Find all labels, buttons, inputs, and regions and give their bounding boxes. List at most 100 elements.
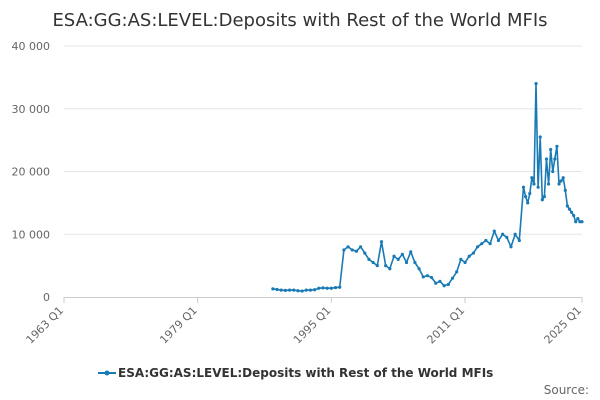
data-point	[563, 188, 567, 192]
data-point	[574, 220, 578, 224]
data-point	[367, 257, 371, 261]
legend[interactable]: ESA:GG:AS:LEVEL:Deposits with Rest of th…	[98, 366, 493, 380]
data-point	[279, 288, 283, 292]
data-point	[475, 245, 480, 249]
data-point	[538, 135, 542, 139]
source-label[interactable]: Source:	[544, 383, 589, 397]
data-point	[333, 285, 338, 290]
data-point	[534, 82, 538, 86]
data-point	[561, 176, 565, 180]
data-point	[283, 288, 288, 293]
data-point	[287, 288, 292, 292]
data-point	[392, 254, 396, 258]
data-point	[354, 249, 359, 253]
data-point	[551, 169, 555, 174]
data-point	[459, 257, 463, 261]
legend-label: ESA:GG:AS:LEVEL:Deposits with Rest of th…	[118, 366, 493, 380]
data-point	[442, 284, 446, 288]
data-point	[308, 288, 313, 292]
data-point	[350, 248, 354, 252]
data-point	[317, 286, 321, 290]
data-point	[480, 242, 484, 246]
data-point	[501, 232, 505, 236]
data-point	[467, 254, 471, 258]
data-point	[526, 201, 530, 205]
data-point	[271, 287, 275, 291]
data-point	[363, 251, 367, 255]
data-point	[321, 286, 325, 290]
y-tick-label: 10 000	[12, 228, 51, 241]
data-point	[557, 182, 561, 186]
y-tick-label: 0	[43, 291, 50, 304]
data-point	[275, 287, 279, 292]
data-point	[542, 195, 547, 199]
data-point	[409, 250, 413, 254]
data-point	[396, 257, 400, 261]
data-point	[549, 147, 553, 152]
data-point	[517, 238, 521, 243]
x-axis: 1963 Q1 1979 Q1 1995 Q1 2011 Q1 2025 Q1	[24, 297, 585, 347]
data-point	[404, 260, 409, 265]
data-point	[313, 288, 317, 292]
data-point	[567, 207, 572, 211]
data-point	[425, 274, 430, 278]
data-point	[540, 198, 544, 202]
data-point	[346, 245, 350, 249]
data-point	[338, 285, 342, 289]
data-point	[375, 264, 379, 268]
y-tick-label: 30 000	[12, 103, 51, 116]
data-point	[417, 267, 421, 271]
data-point	[434, 281, 438, 285]
data-point	[513, 232, 517, 236]
x-tick-label: 1979 Q1	[157, 304, 200, 347]
data-point	[300, 289, 304, 293]
data-point	[296, 289, 300, 293]
data-point	[559, 179, 563, 183]
data-point	[530, 176, 534, 180]
data-point	[496, 238, 501, 243]
data-point	[421, 275, 425, 279]
data-point	[509, 245, 513, 249]
data-point	[325, 286, 329, 290]
data-point	[569, 210, 574, 214]
data-point	[400, 252, 404, 256]
data-point	[292, 288, 296, 292]
data-point	[492, 229, 496, 233]
data-point	[521, 185, 526, 189]
data-point	[446, 282, 450, 287]
data-point	[555, 144, 559, 148]
data-point	[455, 270, 459, 274]
data-point	[528, 191, 532, 196]
data-point	[463, 260, 467, 265]
data-point	[580, 220, 584, 224]
data-point	[450, 276, 455, 280]
data-point	[384, 264, 388, 268]
x-tick-label: 1963 Q1	[24, 304, 67, 347]
data-point	[536, 185, 540, 189]
x-tick-label: 2011 Q1	[425, 304, 468, 347]
data-point	[488, 242, 492, 246]
data-point	[565, 204, 569, 208]
y-tick-label: 20 000	[12, 166, 51, 179]
data-point	[532, 182, 536, 186]
data-point	[438, 279, 442, 283]
series-group	[271, 82, 584, 293]
data-point	[304, 288, 308, 292]
gridlines	[64, 45, 582, 235]
data-point	[546, 182, 551, 186]
data-point	[471, 251, 475, 255]
legend-marker-swatch	[104, 370, 110, 376]
data-point	[342, 248, 346, 252]
x-tick-label: 2025 Q1	[542, 304, 585, 347]
x-tick-label: 1995 Q1	[291, 304, 334, 347]
data-point	[388, 267, 392, 271]
data-point	[430, 275, 434, 280]
data-point	[524, 195, 528, 199]
chart-title: ESA:GG:AS:LEVEL:Deposits with Rest of th…	[52, 10, 547, 31]
data-point	[576, 216, 580, 221]
data-point	[379, 240, 384, 244]
y-axis-ticks: 0 10 000 20 000 30 000 40 000	[12, 40, 51, 304]
series-line	[272, 82, 582, 292]
